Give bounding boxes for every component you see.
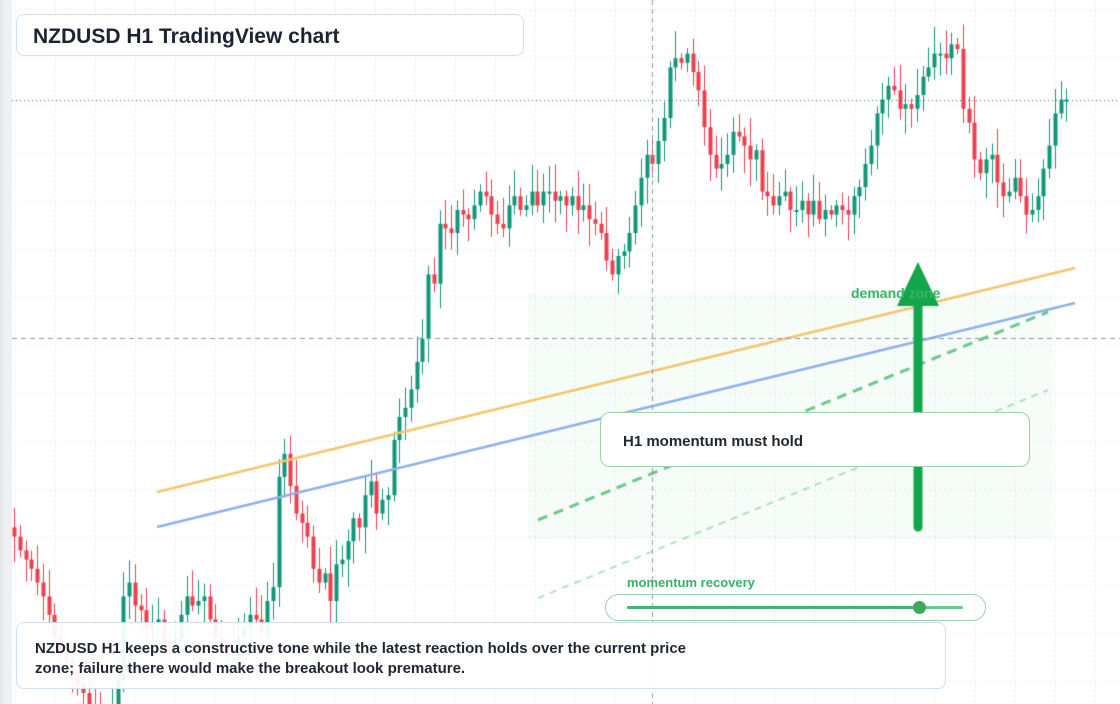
analysis-note-text: NZDUSD H1 keeps a constructive tone whil… — [35, 640, 687, 677]
chart-title-panel: NZDUSD H1 TradingView chart — [16, 14, 524, 56]
momentum-callout-text: H1 momentum must hold — [623, 433, 804, 450]
momentum-slider-track[interactable] — [627, 601, 963, 614]
momentum-slider[interactable] — [605, 594, 986, 621]
momentum-callout: H1 momentum must hold — [600, 412, 1030, 467]
momentum-slider-label: momentum recovery — [627, 575, 755, 590]
chart-title: NZDUSD H1 TradingView chart — [33, 25, 340, 48]
momentum-slider-knob[interactable] — [913, 601, 927, 614]
momentum-slider-fill — [627, 606, 920, 609]
analysis-note-panel: NZDUSD H1 keeps a constructive tone whil… — [16, 622, 946, 689]
demand-zone-label: demand zone — [851, 285, 941, 301]
